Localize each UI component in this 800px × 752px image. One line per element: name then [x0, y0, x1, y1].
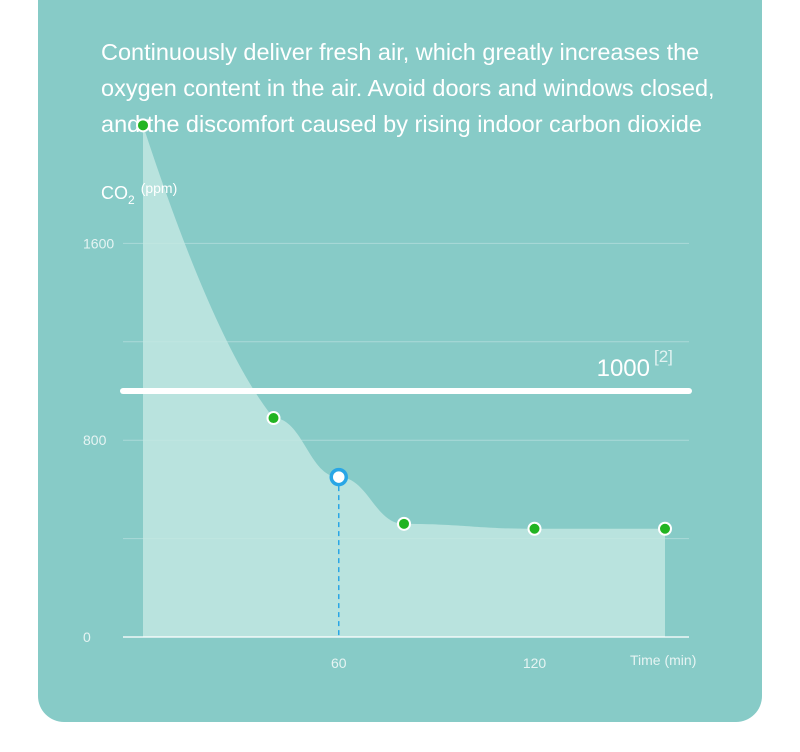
intro-text: Continuously deliver fresh air, which gr…: [101, 34, 761, 142]
x-axis-label: Time (min): [630, 652, 696, 668]
highlight-data-point: [329, 467, 348, 487]
y-tick-label: 0: [83, 629, 91, 645]
threshold-footnote: [2]: [654, 347, 673, 366]
y-tick-label: 800: [83, 432, 107, 448]
intro-line: Continuously deliver fresh air, which gr…: [101, 39, 700, 65]
data-point: [527, 521, 542, 536]
x-tick-label: 120: [523, 655, 547, 671]
threshold-label: 1000: [597, 355, 650, 382]
y-tick-label: 1600: [83, 235, 114, 251]
data-point: [397, 516, 411, 531]
data-point: [266, 411, 281, 426]
intro-line: and the discomfort caused by rising indo…: [101, 111, 702, 137]
intro-line: oxygen content in the air. Avoid doors a…: [101, 75, 715, 101]
data-point: [136, 118, 150, 133]
y-axis-label: CO2(ppm): [101, 180, 177, 207]
x-tick-label: 60: [331, 655, 347, 671]
co2-area: [143, 125, 665, 637]
data-point: [658, 521, 672, 536]
